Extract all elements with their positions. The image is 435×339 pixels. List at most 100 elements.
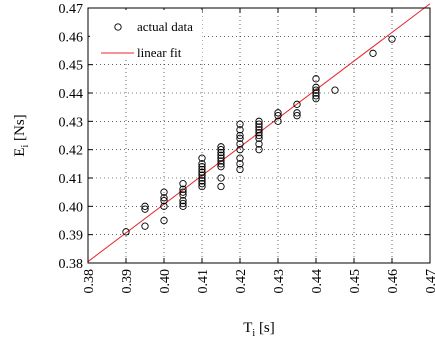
data-point (312, 92, 320, 100)
data-point (217, 157, 225, 165)
data-point (179, 197, 187, 205)
y-tick-label: 0.47 (59, 2, 84, 17)
data-point (217, 174, 225, 182)
data-point (255, 123, 263, 131)
data-point (236, 131, 244, 140)
legend-label-actual-data: actual data (137, 19, 193, 34)
data-point (198, 154, 206, 162)
data-point (255, 129, 263, 137)
data-point (255, 117, 263, 125)
data-point (217, 154, 225, 162)
data-point (236, 146, 244, 154)
data-point (236, 120, 244, 128)
x-axis-title-subscript: i (252, 328, 255, 339)
data-point (255, 140, 263, 148)
data-point (255, 120, 263, 128)
legend-marker-actual-data (114, 23, 122, 31)
y-tick-label: 0.45 (59, 59, 84, 74)
y-tick-labels: 0.38 0.39 0.40 0.41 0.42 0.43 0.44 0.45 0.46 0.47 (59, 2, 84, 272)
data-point (198, 174, 206, 182)
data-point (312, 86, 320, 94)
data-point (236, 160, 244, 168)
data-point (198, 177, 206, 185)
data-point (141, 222, 149, 230)
y-axis-title: Ei [Ns] (12, 114, 31, 156)
data-point (179, 188, 187, 196)
data-point (236, 165, 244, 174)
data-point (217, 160, 225, 168)
data-point (369, 49, 377, 57)
data-points-layer (122, 35, 396, 236)
data-point (255, 131, 263, 140)
data-point (293, 100, 301, 108)
data-point (236, 134, 244, 142)
x-tick-label: 0.44 (310, 269, 325, 294)
data-point (198, 171, 206, 179)
data-point (236, 154, 244, 162)
y-tick-label: 0.46 (59, 30, 84, 45)
x-tick-label: 0.38 (82, 269, 97, 294)
data-point (274, 112, 282, 120)
y-tick-label: 0.42 (59, 144, 84, 159)
legend-box (90, 10, 202, 60)
data-point (179, 202, 187, 210)
data-point (293, 109, 301, 117)
data-point (198, 168, 206, 176)
data-point (160, 188, 168, 196)
data-point (312, 75, 320, 83)
data-point (217, 148, 225, 157)
x-tick-labels: 0.38 0.39 0.40 0.41 0.42 0.43 0.44 0.45 0.46 0.47 (82, 269, 435, 294)
x-tick-label: 0.42 (234, 269, 249, 294)
data-point (312, 83, 320, 91)
data-point (217, 163, 225, 171)
y-axis-title-main: E (12, 148, 28, 157)
x-tick-label: 0.43 (272, 269, 287, 294)
data-point (198, 165, 206, 174)
data-point (179, 191, 187, 199)
data-point (255, 126, 263, 134)
x-tick-label: 0.41 (196, 269, 211, 294)
axes-frame (87, 7, 431, 264)
data-point (331, 86, 339, 94)
y-tick-label: 0.40 (59, 200, 84, 215)
x-tick-label: 0.40 (158, 269, 173, 294)
data-point (141, 205, 149, 213)
data-point (388, 35, 396, 43)
data-point (274, 117, 282, 125)
legend: actual data linear fit (90, 10, 202, 60)
data-point (236, 126, 244, 134)
x-tick-label: 0.47 (424, 269, 435, 294)
y-tick-label: 0.39 (59, 229, 84, 244)
data-point (198, 182, 206, 191)
x-tick-label: 0.39 (120, 269, 135, 294)
data-point (198, 160, 206, 168)
x-axis-title-main: T (243, 320, 252, 336)
x-tick-label: 0.46 (386, 269, 401, 294)
x-axis-title-unit: [s] (259, 320, 275, 336)
data-point (122, 228, 130, 236)
y-tick-label: 0.41 (59, 172, 84, 187)
grid-layer (88, 8, 430, 263)
data-point (236, 140, 244, 148)
data-point (160, 216, 168, 225)
data-point (198, 163, 206, 171)
data-point (179, 199, 187, 208)
y-tick-label: 0.43 (59, 115, 84, 130)
y-axis-title-subscript: i (20, 145, 31, 148)
data-point (217, 143, 225, 151)
data-point (312, 89, 320, 97)
data-point (160, 202, 168, 210)
data-point (160, 194, 168, 202)
data-point (274, 109, 282, 117)
legend-label-linear-fit: linear fit (137, 45, 182, 60)
data-point (217, 146, 225, 154)
y-tick-label: 0.44 (59, 87, 84, 102)
x-axis-title: Ti [s] (243, 320, 275, 339)
data-point (217, 182, 225, 191)
x-tick-label: 0.45 (348, 269, 363, 294)
data-point (255, 146, 263, 154)
data-point (179, 185, 187, 193)
data-point (179, 180, 187, 188)
y-tick-label: 0.38 (59, 257, 84, 272)
